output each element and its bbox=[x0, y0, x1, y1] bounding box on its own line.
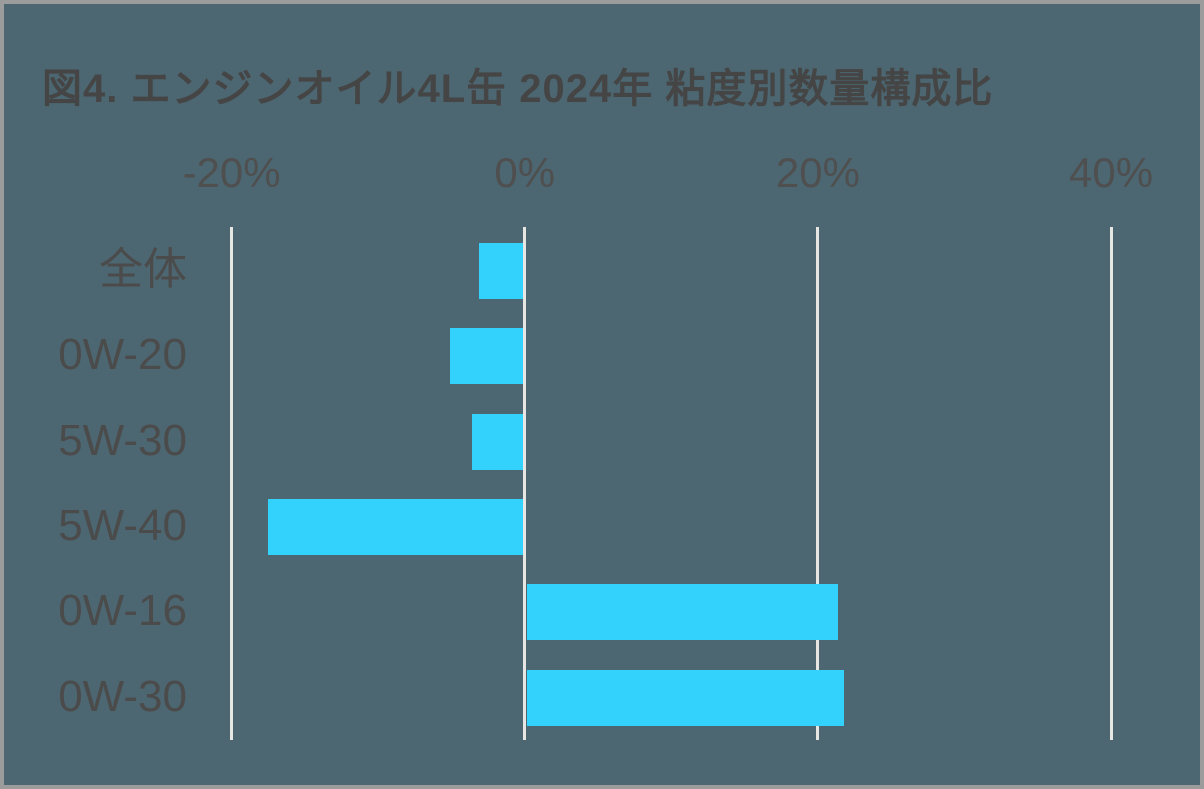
bar bbox=[449, 328, 523, 385]
gridline bbox=[816, 227, 820, 740]
gridline bbox=[1109, 227, 1113, 740]
category-label: 全体 bbox=[99, 244, 187, 294]
bar bbox=[479, 242, 523, 299]
x-tick-label: 20% bbox=[775, 149, 860, 196]
bar bbox=[526, 584, 839, 641]
x-tick-label: 40% bbox=[1069, 149, 1154, 196]
category-label: 5W-30 bbox=[58, 415, 187, 465]
bar bbox=[526, 669, 845, 726]
gridline bbox=[230, 227, 234, 740]
chart-title: 図4. エンジンオイル4L缶 2024年 粘度別数量構成比 bbox=[42, 67, 994, 111]
category-label: 0W-16 bbox=[58, 586, 187, 636]
gridline bbox=[523, 227, 527, 740]
x-tick-label: -20% bbox=[182, 149, 281, 196]
category-label: 5W-40 bbox=[58, 500, 187, 550]
category-label: 0W-20 bbox=[58, 330, 187, 380]
bar bbox=[471, 413, 523, 470]
x-tick-label: 0% bbox=[494, 149, 556, 196]
bar bbox=[268, 498, 523, 555]
category-label: 0W-30 bbox=[58, 671, 187, 721]
